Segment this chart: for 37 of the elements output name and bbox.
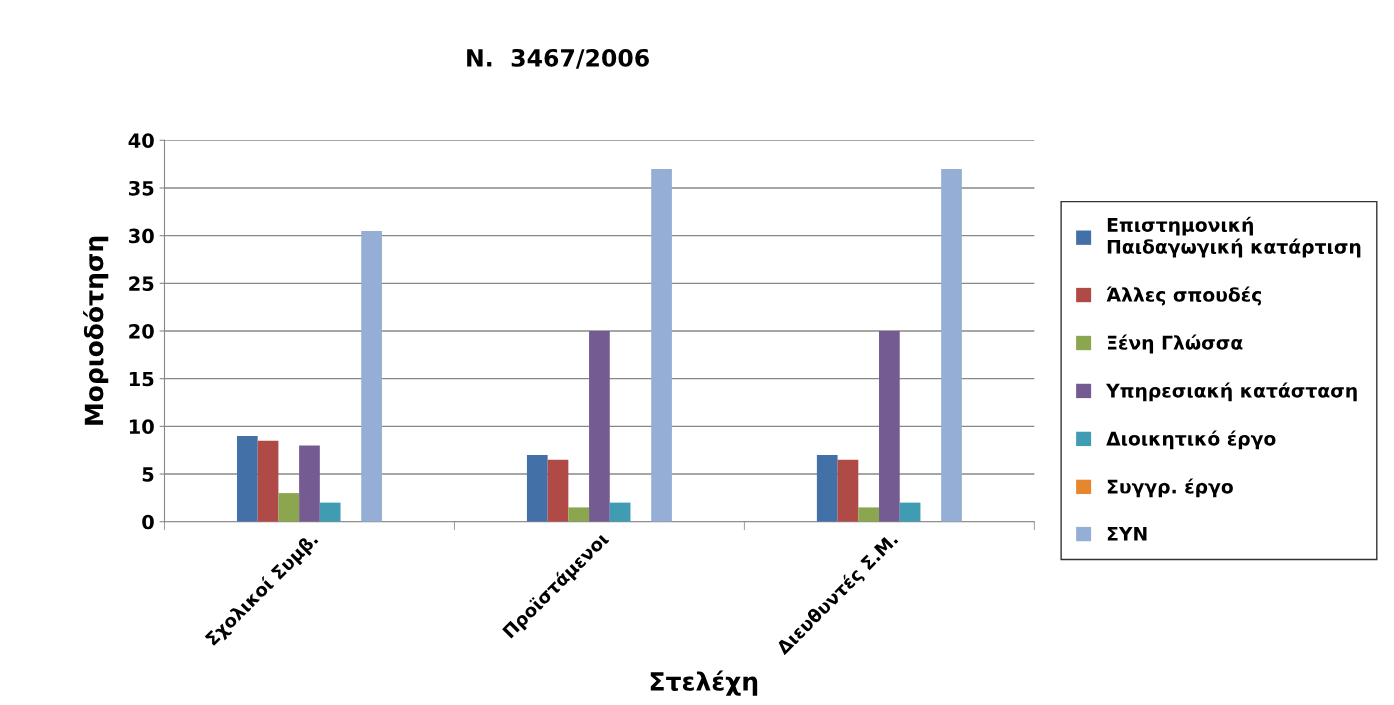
- legend-label: Συγγρ. έργο: [1107, 478, 1233, 498]
- y-tick-label: 30: [129, 228, 154, 244]
- chart-title: N. 3467/2006: [467, 48, 649, 69]
- bar: [941, 168, 962, 522]
- bar: [879, 331, 900, 522]
- bar: [899, 502, 921, 522]
- bar: [609, 502, 631, 522]
- bar: [361, 230, 382, 522]
- bar: [547, 459, 569, 522]
- y-tick-label: 0: [142, 514, 154, 530]
- y-tick-label: 35: [129, 180, 154, 196]
- x-axis-title: Στελέχη: [650, 670, 758, 696]
- bar: [837, 459, 859, 522]
- legend-label: Υπηρεσιακή κατάσταση: [1105, 382, 1357, 402]
- y-tick-label: 40: [128, 133, 154, 148]
- bar: [299, 445, 320, 522]
- bar: [526, 454, 548, 522]
- bar: [816, 454, 838, 522]
- legend-label: Άλλες σπουδές: [1106, 286, 1262, 306]
- legend-label: Ξένη Γλώσσα: [1107, 334, 1243, 354]
- y-tick-label: 25: [129, 276, 154, 291]
- legend-label: Επιστημονική Παιδαγωγική κατάρτιση: [1107, 216, 1361, 258]
- bar: [568, 507, 590, 522]
- bar: [589, 331, 610, 522]
- bar: [651, 168, 672, 522]
- bar: [278, 493, 300, 522]
- y-axis-title: Μοριοδότηση: [83, 236, 109, 425]
- bar: [319, 502, 341, 522]
- legend-label: ΣΥΝ: [1107, 526, 1147, 541]
- y-tick-label: 15: [129, 371, 154, 387]
- legend-label: Διοικητικό έργο: [1106, 430, 1276, 450]
- bar: [257, 440, 279, 522]
- y-tick-label: 5: [142, 467, 154, 482]
- bar: [236, 435, 258, 522]
- bar: [858, 507, 880, 522]
- y-tick-label: 10: [129, 419, 154, 435]
- y-tick-label: 20: [129, 323, 154, 339]
